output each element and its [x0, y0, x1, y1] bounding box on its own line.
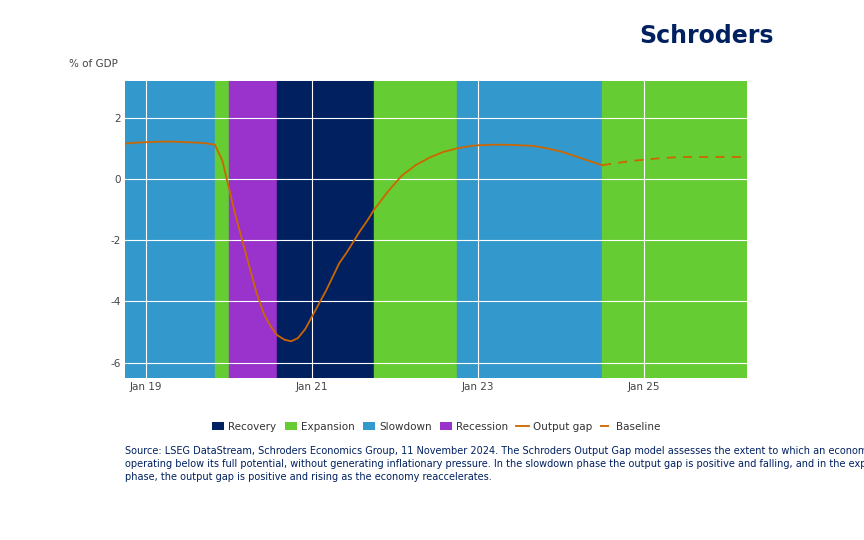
Text: Source: LSEG DataStream, Schroders Economics Group, 11 November 2024. The Schrod: Source: LSEG DataStream, Schroders Econo… — [125, 446, 864, 482]
Legend: Recovery, Expansion, Slowdown, Recession, Output gap, Baseline: Recovery, Expansion, Slowdown, Recession… — [207, 417, 665, 436]
Bar — [277, 81, 374, 378]
Text: % of GDP: % of GDP — [69, 59, 118, 69]
Bar — [374, 81, 457, 378]
Bar — [125, 81, 215, 378]
Text: Schroders: Schroders — [638, 24, 773, 48]
Bar — [215, 81, 229, 378]
Bar — [457, 81, 602, 378]
Bar — [229, 81, 277, 378]
Bar — [602, 81, 747, 378]
